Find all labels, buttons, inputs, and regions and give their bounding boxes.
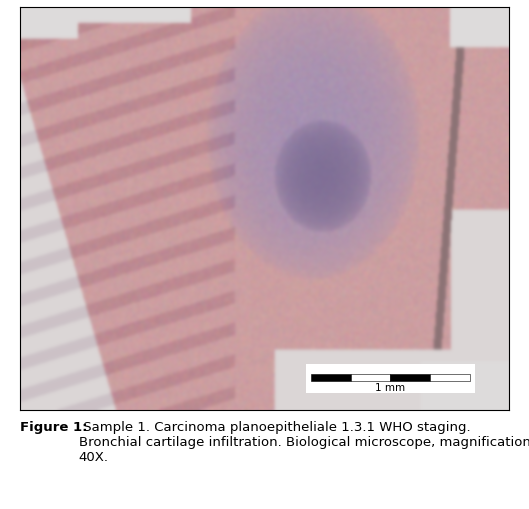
Bar [351, 375, 390, 381]
Text: Figure 1:: Figure 1: [20, 420, 88, 433]
Bar [430, 375, 470, 381]
Bar [390, 375, 430, 381]
Text: Sample 1. Carcinoma planoepitheliale 1.3.1 WHO staging.
Bronchial cartilage infi: Sample 1. Carcinoma planoepitheliale 1.3… [78, 420, 529, 463]
Text: 1 mm: 1 mm [375, 382, 405, 392]
Bar [311, 375, 351, 381]
Bar [306, 364, 475, 393]
